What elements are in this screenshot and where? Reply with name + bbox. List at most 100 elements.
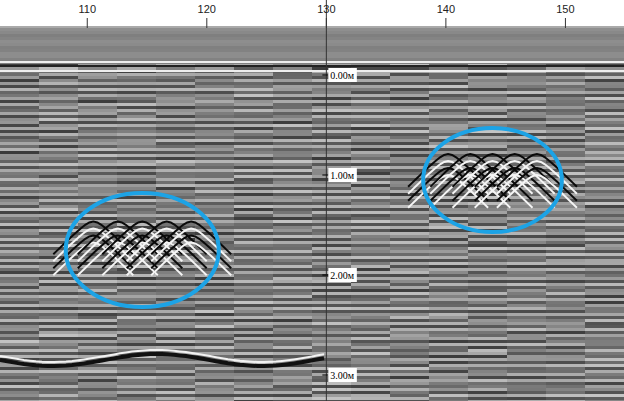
texture-cell: [585, 367, 624, 370]
texture-cell: [78, 373, 118, 376]
texture-cell: [273, 235, 313, 238]
texture-cell: [390, 91, 430, 94]
texture-cell: [156, 286, 196, 289]
texture-cell: [78, 49, 118, 52]
texture-cell: [585, 313, 624, 316]
texture-cell: [351, 82, 391, 85]
texture-cell: [468, 301, 508, 304]
texture-cell: [0, 352, 40, 355]
texture-cell: [117, 145, 157, 148]
texture-cell: [351, 142, 391, 145]
texture-cell: [0, 208, 40, 211]
texture-cell: [585, 190, 624, 193]
texture-cell: [156, 187, 196, 190]
texture-cell: [390, 163, 430, 166]
texture-cell: [546, 385, 586, 388]
texture-cell: [273, 88, 313, 91]
texture-cell: [234, 307, 274, 310]
texture-cell: [468, 349, 508, 352]
texture-cell: [234, 199, 274, 202]
texture-cell: [39, 334, 79, 337]
texture-cell: [195, 112, 235, 115]
texture-cell: [0, 289, 40, 292]
texture-cell: [390, 310, 430, 313]
texture-cell: [390, 244, 430, 247]
texture-cell: [156, 88, 196, 91]
texture-cell: [78, 91, 118, 94]
texture-cell: [117, 283, 157, 286]
texture-cell: [39, 157, 79, 160]
texture-cell: [351, 46, 391, 49]
texture-cell: [234, 205, 274, 208]
texture-cell: [39, 295, 79, 298]
texture-cell: [195, 304, 235, 307]
texture-cell: [351, 37, 391, 40]
texture-cell: [546, 250, 586, 253]
texture-cell: [390, 256, 430, 259]
texture-cell: [156, 133, 196, 136]
texture-cell: [39, 55, 79, 58]
texture-cell: [156, 67, 196, 70]
texture-cell: [507, 292, 547, 295]
texture-cell: [39, 301, 79, 304]
texture-cell: [195, 397, 235, 400]
texture-cell: [351, 187, 391, 190]
texture-cell: [0, 82, 40, 85]
texture-cell: [585, 55, 624, 58]
texture-cell: [0, 217, 40, 220]
texture-cell: [78, 118, 118, 121]
texture-cell: [585, 196, 624, 199]
texture-cell: [117, 85, 157, 88]
texture-cell: [429, 46, 469, 49]
texture-cell: [39, 289, 79, 292]
texture-cell: [351, 40, 391, 43]
texture-cell: [546, 115, 586, 118]
texture-cell: [0, 313, 40, 316]
texture-cell: [429, 370, 469, 373]
texture-cell: [585, 343, 624, 346]
texture-cell: [546, 238, 586, 241]
texture-cell: [39, 193, 79, 196]
texture-cell: [195, 178, 235, 181]
texture-cell: [117, 43, 157, 46]
texture-cell: [117, 322, 157, 325]
texture-cell: [39, 214, 79, 217]
texture-cell: [195, 382, 235, 385]
texture-cell: [39, 139, 79, 142]
texture-cell: [156, 82, 196, 85]
texture-cell: [546, 388, 586, 391]
texture-cell: [429, 199, 469, 202]
texture-cell: [546, 376, 586, 379]
texture-cell: [78, 124, 118, 127]
texture-cell: [507, 100, 547, 103]
texture-cell: [78, 40, 118, 43]
texture-cell: [234, 385, 274, 388]
texture-cell: [585, 217, 624, 220]
texture-cell: [117, 172, 157, 175]
texture-cell: [273, 331, 313, 334]
texture-cell: [117, 79, 157, 82]
texture-cell: [429, 52, 469, 55]
texture-cell: [468, 313, 508, 316]
texture-cell: [78, 274, 118, 277]
texture-cell: [195, 142, 235, 145]
texture-cell: [78, 307, 118, 310]
texture-cell: [234, 181, 274, 184]
texture-cell: [390, 142, 430, 145]
texture-cell: [507, 265, 547, 268]
texture-cell: [78, 190, 118, 193]
texture-cell: [273, 37, 313, 40]
texture-cell: [0, 37, 40, 40]
texture-cell: [0, 166, 40, 169]
texture-cell: [351, 283, 391, 286]
texture-cell: [312, 163, 352, 166]
texture-cell: [312, 331, 352, 334]
texture-cell: [546, 157, 586, 160]
texture-cell: [312, 253, 352, 256]
texture-cell: [234, 397, 274, 400]
texture-cell: [390, 277, 430, 280]
texture-cell: [507, 211, 547, 214]
texture-cell: [156, 124, 196, 127]
texture-cell: [234, 193, 274, 196]
texture-cell: [585, 109, 624, 112]
